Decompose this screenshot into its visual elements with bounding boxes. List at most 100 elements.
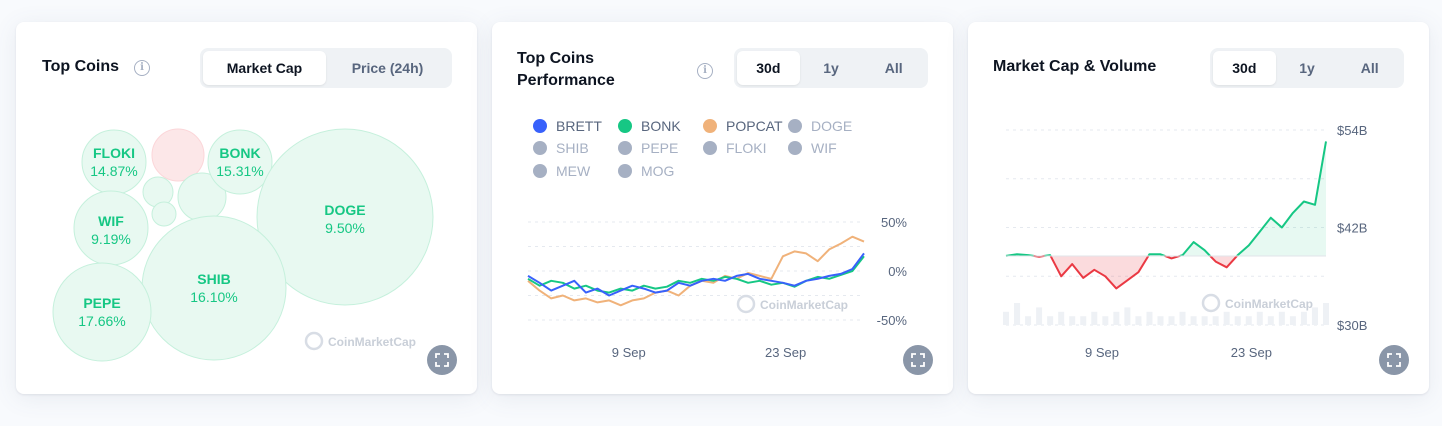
x-tick-label: 23 Sep: [765, 345, 806, 360]
bubble-chart: FLOKI 14.87% BONK 15.31% WIF 9.19% DOGE …: [52, 128, 434, 362]
volume-bar: [1311, 307, 1318, 325]
volume-bar: [1080, 316, 1087, 325]
volume-bar: [1025, 316, 1032, 325]
title-line: Performance: [517, 72, 615, 89]
legend-item-mew[interactable]: MEW: [533, 162, 590, 180]
legend-item-floki[interactable]: FLOKI: [703, 139, 766, 157]
card-title: Market Cap & Volume: [993, 58, 1157, 75]
bubble-small[interactable]: [151, 201, 177, 227]
legend-item-wif[interactable]: WIF: [788, 139, 837, 157]
y-tick-label: $30B: [1337, 318, 1367, 333]
legend-label: BRETT: [556, 118, 602, 134]
volume-bar: [1245, 316, 1252, 325]
expand-icon: [1387, 353, 1401, 367]
y-tick-label: -50%: [877, 313, 908, 328]
volume-bar: [1113, 311, 1120, 325]
bubble-value: 9.19%: [91, 231, 131, 247]
legend-dot: [618, 119, 632, 133]
y-tick-label: 0%: [888, 264, 907, 279]
card-title: Top Coins: [42, 58, 120, 75]
bubble-bonk[interactable]: [207, 129, 273, 195]
volume-bar: [1102, 316, 1109, 325]
legend-item-doge[interactable]: DOGE: [788, 117, 852, 135]
market-cap-line-neg: [1209, 255, 1238, 269]
bubble-negative[interactable]: [151, 128, 205, 182]
legend-dot: [533, 141, 547, 155]
card-title: Top Coins Performance: [517, 48, 615, 92]
top-coins-card: Top Coins i Market Cap Price (24h) FLOKI…: [16, 22, 477, 394]
watermark: CoinMarketCap: [1201, 293, 1313, 313]
x-tick-label: 9 Sep: [1085, 345, 1119, 360]
top-coins-tab-group: Market Cap Price (24h): [200, 48, 452, 88]
volume-bar: [1036, 307, 1043, 325]
legend-dot: [788, 119, 802, 133]
tab-1y[interactable]: 1y: [823, 60, 839, 76]
legend-item-popcat[interactable]: POPCAT: [703, 117, 783, 135]
legend-item-pepe[interactable]: PEPE: [618, 139, 678, 157]
market-cap-chart: CoinMarketCap $54B $42B $30B 9 Sep 23 Sep: [1003, 123, 1367, 360]
y-tick-label: $54B: [1337, 123, 1367, 138]
volume-bar: [1256, 311, 1263, 325]
market-cap-tab-group: 30d 1y All: [1210, 48, 1404, 88]
volume-bar: [1223, 311, 1230, 325]
expand-button[interactable]: [427, 345, 457, 375]
volume-bar: [1014, 303, 1021, 325]
volume-bar: [1124, 307, 1131, 325]
tab-price-24h[interactable]: Price (24h): [351, 60, 424, 76]
legend-dot: [533, 119, 547, 133]
market-cap-line-pos: [1236, 141, 1327, 257]
watermark: CoinMarketCap: [736, 294, 848, 314]
expand-icon: [911, 353, 925, 367]
watermark-text: CoinMarketCap: [760, 298, 848, 312]
volume-bar: [1212, 316, 1219, 325]
legend-label: MOG: [641, 163, 675, 179]
expand-button[interactable]: [1379, 345, 1409, 375]
legend-item-bonk[interactable]: BONK: [618, 117, 681, 135]
legend-item-brett[interactable]: BRETT: [533, 117, 602, 135]
info-icon[interactable]: i: [697, 63, 713, 79]
volume-bar: [1201, 316, 1208, 325]
market-cap-line-neg: [1164, 254, 1181, 260]
performance-tab-group: 30d 1y All: [734, 48, 928, 88]
legend-dot: [703, 141, 717, 155]
legend-item-shib[interactable]: SHIB: [533, 139, 589, 157]
volume-bar: [1234, 316, 1241, 325]
bubble-doge[interactable]: [256, 128, 434, 306]
bubble-shib[interactable]: [141, 215, 287, 361]
volume-bar: [1300, 311, 1307, 325]
bubble-floki[interactable]: [81, 129, 147, 195]
performance-card: Top Coins Performance i 30d 1y All BRETT…: [492, 22, 953, 394]
tab-30d[interactable]: 30d: [737, 51, 800, 85]
tab-30d[interactable]: 30d: [1213, 51, 1276, 85]
x-tick-label: 9 Sep: [612, 345, 646, 360]
legend-label: DOGE: [811, 118, 853, 134]
info-icon[interactable]: i: [134, 60, 150, 76]
y-tick-label: $42B: [1337, 221, 1367, 236]
volume-bar: [1047, 316, 1054, 325]
legend-label: BONK: [641, 118, 681, 134]
bubble-pepe[interactable]: [52, 262, 152, 362]
bubble-label: SHIB: [197, 271, 230, 287]
legend-label: PEPE: [641, 140, 679, 156]
volume-bar: [1289, 316, 1296, 325]
bubble-label: BONK: [219, 145, 260, 161]
bubble-label: DOGE: [324, 202, 365, 218]
legend-dot: [788, 141, 802, 155]
volume-bar: [1168, 316, 1175, 325]
market-cap-line-neg: [1049, 255, 1150, 290]
legend-item-mog[interactable]: MOG: [618, 162, 674, 180]
tab-1y[interactable]: 1y: [1299, 60, 1315, 76]
expand-button[interactable]: [903, 345, 933, 375]
volume-bar: [1157, 316, 1164, 325]
tab-all[interactable]: All: [1360, 60, 1379, 76]
volume-bar: [1146, 311, 1153, 325]
market-cap-volume-card: Market Cap & Volume 30d 1y All CoinMarke…: [968, 22, 1429, 394]
volume-bar: [1069, 316, 1076, 325]
legend-dot: [703, 119, 717, 133]
series-line-bonk: [527, 255, 865, 294]
volume-bar: [1190, 316, 1197, 325]
tab-market-cap[interactable]: Market Cap: [203, 51, 326, 85]
bubble-value: 17.66%: [78, 313, 125, 329]
volume-bar: [1003, 311, 1009, 325]
tab-all[interactable]: All: [884, 60, 903, 76]
